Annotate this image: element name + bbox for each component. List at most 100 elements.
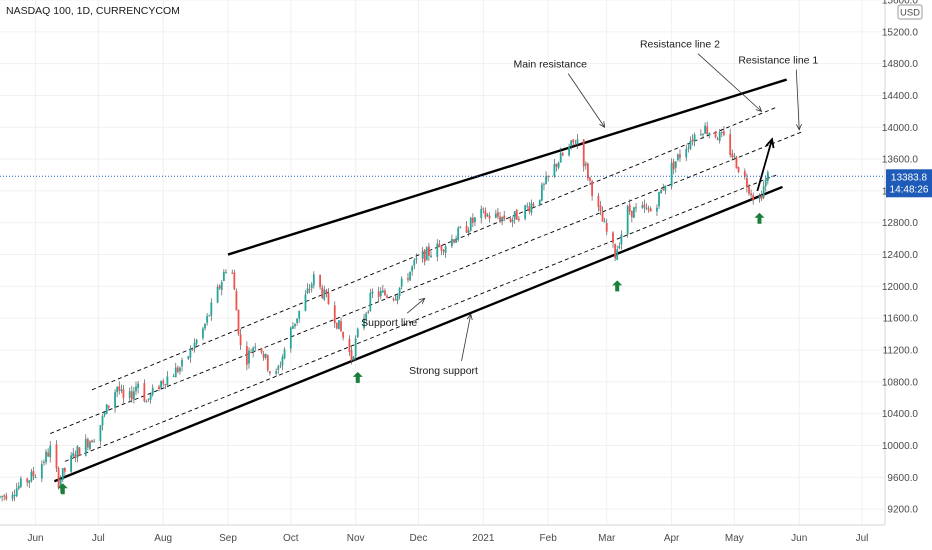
- candle-body: [574, 143, 577, 145]
- candle-body: [656, 207, 658, 212]
- candle-body: [603, 221, 606, 223]
- candle-body: [250, 352, 252, 354]
- bounce-arrow-icon: [57, 483, 68, 495]
- candle-body: [181, 359, 183, 367]
- candle-body: [687, 147, 690, 149]
- candle-body: [137, 383, 139, 388]
- candle-body: [99, 425, 102, 442]
- candle-body: [444, 246, 447, 253]
- candle-body: [149, 393, 152, 400]
- candle-body: [116, 386, 119, 393]
- candle-body: [28, 480, 31, 483]
- y-tick-label: 12800.0: [882, 218, 919, 229]
- candle-body: [647, 208, 650, 210]
- candle-body: [760, 195, 763, 199]
- currency-badge-label: USD: [900, 8, 920, 19]
- candle-body: [746, 177, 748, 188]
- candle-body: [264, 353, 267, 358]
- annotation-pointer-head: [755, 105, 763, 112]
- candle-body: [306, 288, 309, 294]
- candle-body: [47, 452, 50, 457]
- x-tick-label: Jul: [856, 533, 869, 544]
- candle-body: [160, 380, 162, 388]
- candle-body: [277, 366, 280, 370]
- candle-body: [440, 245, 443, 251]
- candle-body: [471, 217, 474, 223]
- candle-body: [716, 138, 719, 140]
- candle-body: [130, 391, 133, 400]
- candle-body: [672, 161, 675, 170]
- y-tick-label: 15600.0: [882, 0, 919, 7]
- candle-body: [176, 367, 179, 373]
- candle-body: [438, 243, 441, 247]
- candle-body: [708, 133, 711, 136]
- candle-body: [633, 207, 635, 218]
- candle-body: [57, 468, 60, 488]
- y-tick-label: 10400.0: [882, 409, 919, 420]
- trendlines: [50, 78, 804, 483]
- candle-body: [204, 323, 206, 329]
- candle-body: [321, 287, 324, 298]
- candle-body: [310, 284, 313, 289]
- candle-body: [363, 318, 365, 329]
- currency-badge[interactable]: USD: [897, 4, 923, 20]
- candle-body: [589, 177, 591, 181]
- candle-body: [415, 258, 418, 260]
- candle-body: [766, 172, 769, 182]
- x-tick-label: Nov: [347, 533, 365, 544]
- candle-body: [3, 495, 6, 497]
- candle-body: [482, 208, 485, 210]
- candle-body: [612, 232, 614, 243]
- candle-body: [679, 154, 681, 158]
- candle-body: [340, 321, 342, 332]
- candle-body: [733, 155, 736, 157]
- projection-arrow-head: [765, 137, 775, 149]
- candle-body: [702, 133, 704, 135]
- price-axis[interactable]: [885, 0, 932, 525]
- candle-body: [540, 184, 543, 201]
- candle-body: [381, 290, 384, 293]
- annotation-pointer-head: [795, 123, 802, 131]
- candle-body: [511, 219, 514, 222]
- candle-body: [235, 291, 238, 311]
- candle-body: [231, 272, 234, 274]
- annotation-main-resistance: Main resistance: [513, 59, 587, 71]
- x-tick-label: Jun: [28, 533, 44, 544]
- x-tick-label: Apr: [664, 533, 680, 544]
- bounce-arrow-icon: [612, 280, 623, 292]
- trendline-resistance-line-2: [91, 106, 777, 391]
- candle-body: [158, 386, 160, 390]
- candle-body: [84, 438, 87, 456]
- candle-body: [559, 152, 562, 163]
- candle-body: [501, 216, 504, 221]
- candle-body: [191, 349, 194, 351]
- current-price-box: [886, 169, 932, 198]
- candle-body: [45, 451, 47, 463]
- candle-body: [101, 415, 104, 426]
- candle-body: [557, 162, 560, 168]
- candle-body: [503, 215, 506, 219]
- time-axis[interactable]: [0, 525, 885, 550]
- candle-body: [245, 346, 248, 365]
- candle-body: [764, 179, 767, 187]
- candle-body: [319, 274, 322, 288]
- candle-body: [239, 334, 242, 346]
- candle-body: [499, 216, 501, 222]
- candle-body: [304, 294, 307, 311]
- candle-body: [128, 391, 131, 398]
- y-tick-label: 12400.0: [882, 250, 919, 261]
- candle-body: [20, 478, 22, 487]
- candle-body: [658, 192, 660, 207]
- candle-body: [216, 286, 219, 303]
- candle-body: [409, 271, 411, 281]
- candle-body: [532, 204, 535, 206]
- candle-body: [572, 139, 575, 143]
- candle-body: [93, 441, 96, 443]
- candle-body: [55, 444, 58, 469]
- candle-body: [396, 295, 399, 302]
- candle-body: [365, 313, 368, 319]
- candle-body: [597, 195, 600, 207]
- candle-body: [143, 383, 146, 402]
- candle-body: [356, 328, 359, 338]
